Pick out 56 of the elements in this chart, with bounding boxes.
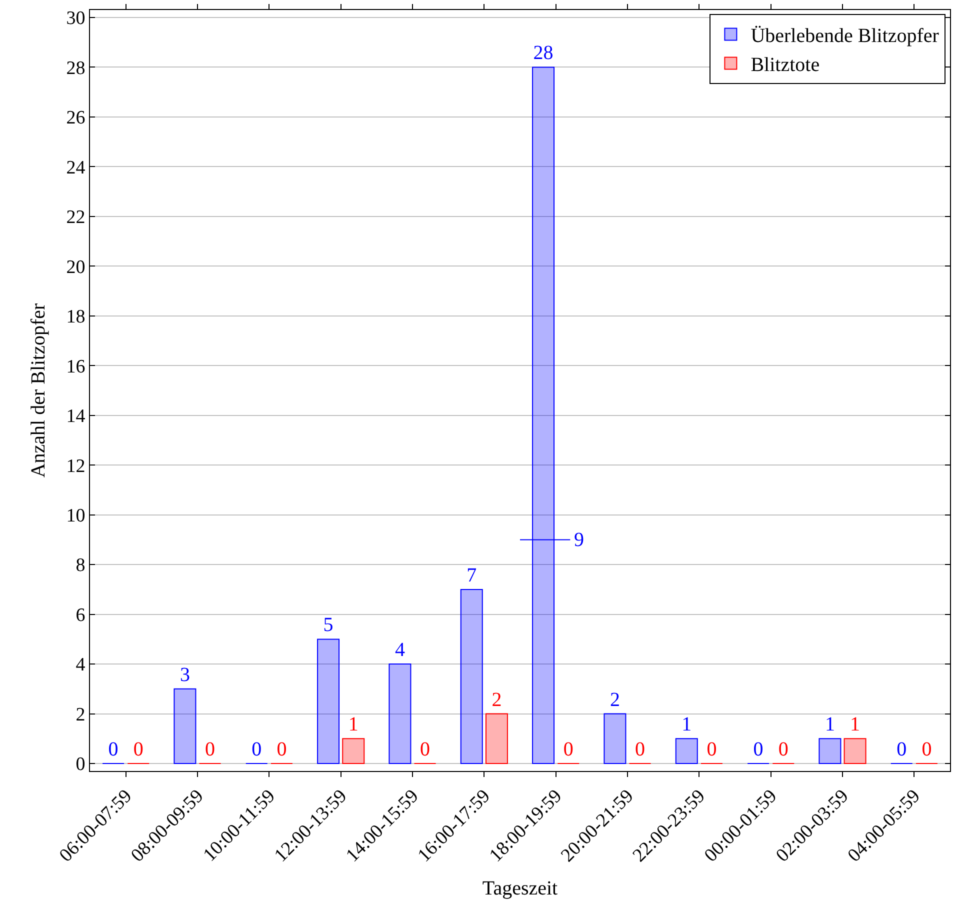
bar (675, 738, 698, 764)
data-label: 1 (824, 714, 835, 736)
y-tick-label: 0 (76, 754, 86, 776)
bar (317, 638, 340, 764)
data-label: 0 (205, 738, 216, 761)
data-label: 0 (108, 738, 118, 761)
y-tick-label: 20 (66, 256, 86, 278)
data-label: 0 (133, 738, 144, 761)
data-label: 0 (276, 738, 287, 761)
x-axis-title: Tageszeit (482, 878, 558, 900)
bar (174, 688, 196, 764)
y-tick-label: 28 (66, 58, 86, 79)
y-tick-label: 12 (66, 456, 86, 477)
data-label: 0 (563, 738, 574, 761)
y-tick-label: 6 (76, 604, 86, 626)
bar (818, 738, 842, 764)
y-axis-title: Anzahl der Blitzopfer (28, 302, 50, 478)
bar (532, 66, 555, 764)
data-label: 2 (610, 688, 620, 711)
data-label: 4 (394, 639, 405, 662)
data-label: 2 (492, 688, 502, 711)
data-label: 0 (778, 738, 788, 761)
y-tick-label: 10 (66, 506, 86, 526)
data-label: 3 (180, 664, 190, 686)
y-tick-label: 18 (66, 306, 86, 328)
y-tick-label: 30 (66, 8, 86, 30)
y-tick-label: 22 (66, 207, 86, 228)
data-label: 1 (850, 714, 860, 736)
legend-label: Blitztote (750, 54, 820, 76)
data-label: 0 (753, 738, 764, 761)
data-label: 1 (348, 714, 358, 736)
y-tick-label: 4 (76, 654, 86, 676)
y-tick-label: 2 (76, 704, 86, 726)
bar (388, 664, 412, 764)
data-label: 0 (706, 738, 717, 761)
y-tick-label: 26 (66, 108, 86, 129)
bar (485, 713, 508, 764)
y-tick-label: 24 (66, 157, 86, 178)
bar (844, 738, 866, 764)
annotation: 9 (574, 529, 584, 551)
y-tick-label: 8 (76, 555, 86, 576)
legend-label: Überlebende Blitzopfer (750, 25, 940, 48)
data-label: 1 (682, 714, 692, 736)
data-label: 0 (420, 738, 430, 761)
bar (342, 738, 365, 764)
data-label: 0 (252, 738, 262, 761)
bar (460, 588, 483, 764)
bar (604, 713, 626, 764)
data-label: 0 (635, 738, 646, 761)
data-label: 0 (922, 738, 932, 761)
data-label: 28 (533, 42, 554, 64)
y-tick-label: 14 (66, 406, 86, 428)
data-label: 5 (323, 614, 334, 636)
data-label: 0 (896, 738, 907, 761)
y-tick-label: 16 (66, 356, 86, 378)
data-label: 7 (466, 564, 477, 586)
